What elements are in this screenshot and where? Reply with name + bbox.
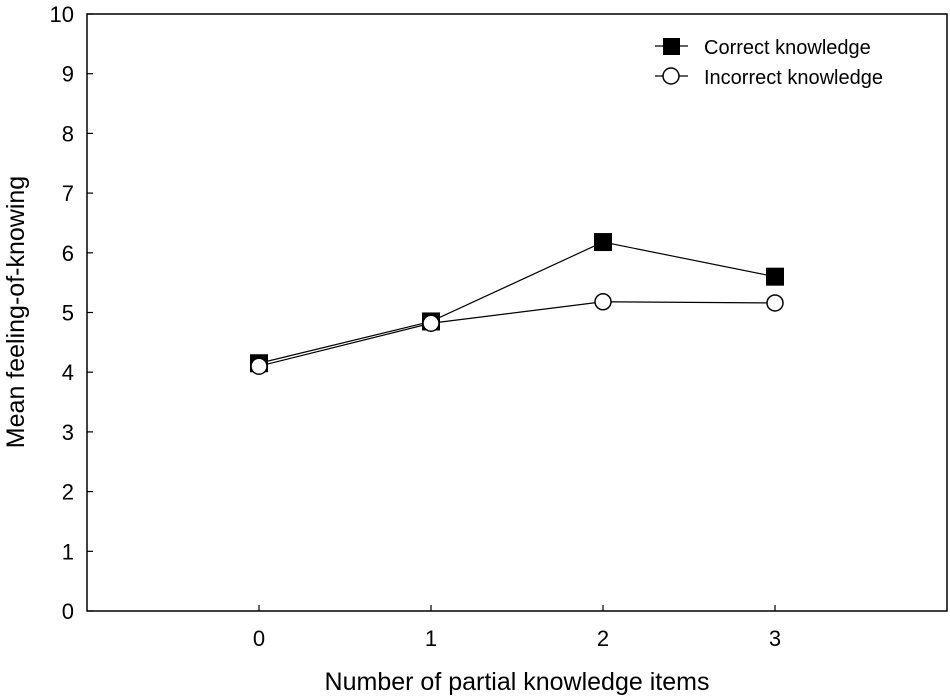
y-tick-label: 1: [62, 539, 74, 564]
x-tick-label: 3: [769, 626, 781, 651]
legend: Correct knowledge Incorrect knowledge: [655, 37, 883, 89]
legend-marker-incorrect: [662, 67, 680, 85]
x-axis-ticks: 0 1 2 3: [253, 605, 781, 651]
y-tick-label: 8: [62, 121, 74, 146]
legend-label-incorrect: Incorrect knowledge: [704, 67, 883, 89]
y-tick-label: 0: [62, 599, 74, 624]
y-tick-label: 7: [62, 181, 74, 206]
point-incorrect: [766, 294, 784, 312]
x-axis-label: Number of partial knowledge items: [325, 668, 710, 696]
point-correct: [766, 267, 784, 286]
y-tick-label: 10: [50, 2, 74, 27]
series-layer: [250, 233, 784, 375]
x-tick-label: 1: [425, 626, 437, 651]
y-tick-label: 2: [62, 480, 74, 505]
y-axis-ticks: 0 1 2 3 4 5 6 7 8 9 10: [50, 2, 93, 624]
x-tick-label: 0: [253, 626, 265, 651]
point-correct: [594, 233, 612, 252]
y-tick-label: 5: [62, 301, 74, 326]
legend-marker-correct: [663, 38, 680, 55]
y-tick-label: 3: [62, 420, 74, 445]
x-tick-label: 2: [597, 626, 609, 651]
y-tick-label: 6: [62, 241, 74, 266]
series-line-incorrect: [258, 301, 776, 367]
series-line-correct: [258, 241, 776, 364]
y-tick-label: 9: [62, 62, 74, 87]
y-axis-label: Mean feeling-of-knowing: [2, 176, 30, 448]
y-tick-label: 4: [62, 360, 74, 385]
point-incorrect: [594, 293, 612, 311]
legend-label-correct: Correct knowledge: [704, 37, 871, 59]
point-incorrect: [422, 314, 440, 332]
point-incorrect: [250, 357, 268, 375]
